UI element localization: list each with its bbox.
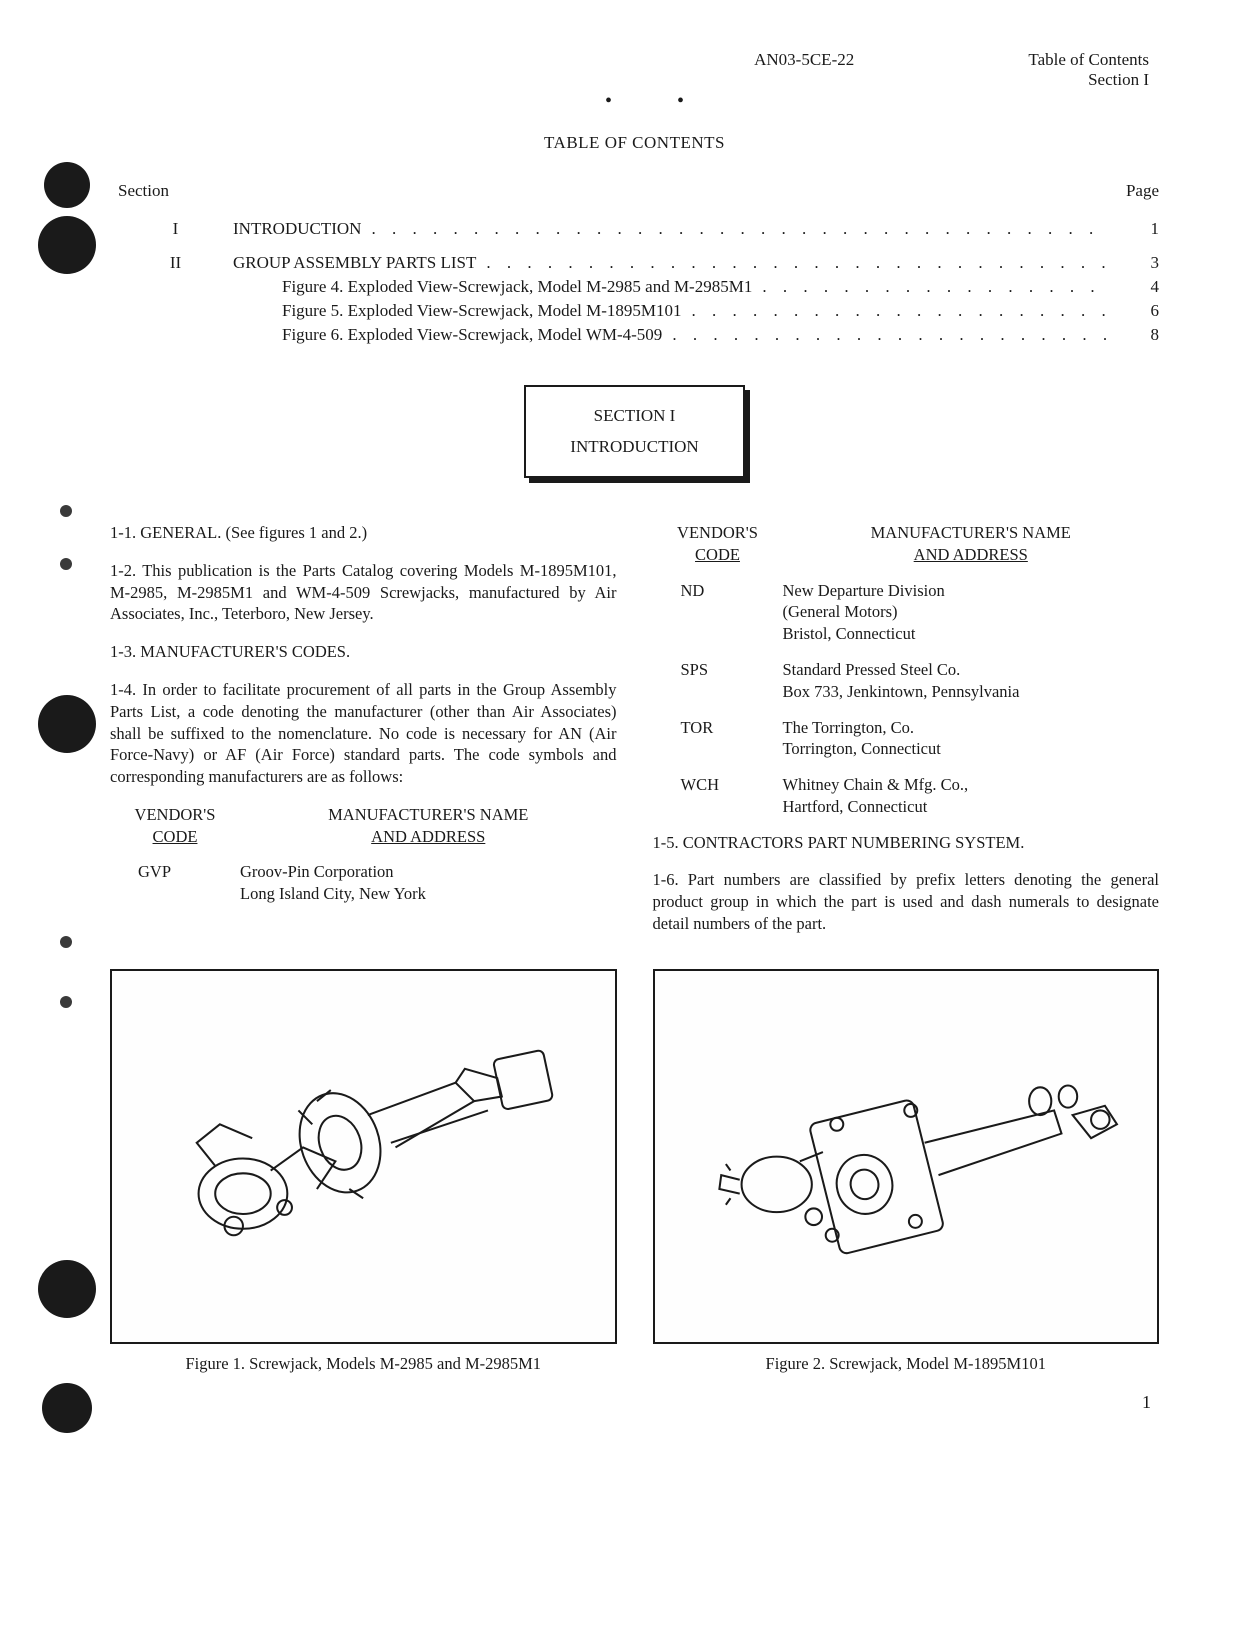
toc-section-label: Section xyxy=(118,181,169,201)
toc-page: 3 xyxy=(1109,253,1159,273)
vendor-code: GVP xyxy=(110,861,240,905)
toc-page: 4 xyxy=(1109,277,1159,297)
figure-2: Figure 2. Screwjack, Model M-1895M101 xyxy=(653,969,1160,1374)
punch-tiny xyxy=(60,505,72,517)
vendor-code-header: VENDOR'SCODE xyxy=(110,804,240,848)
toc-text: GROUP ASSEMBLY PARTS LIST xyxy=(233,253,476,273)
toc-dots: . . . . . . . . . . . . . . . . . . . . … xyxy=(476,253,1109,273)
vendor-rows-right: NDNew Departure Division(General Motors)… xyxy=(653,580,1160,818)
toc-text: INTRODUCTION xyxy=(233,219,361,239)
vendor-rows-left: GVPGroov-Pin CorporationLong Island City… xyxy=(110,861,617,905)
toc-page: 6 xyxy=(1109,301,1159,321)
figure-1-frame xyxy=(110,969,617,1344)
toc-dots: . . . . . . . . . . . . . . . . . . . . … xyxy=(361,219,1109,239)
vendor-code: ND xyxy=(653,580,783,645)
toc-section: I xyxy=(118,219,233,239)
para-1-4: 1-4. In order to facilitate procurement … xyxy=(110,679,617,788)
toc-page: 1 xyxy=(1109,219,1159,239)
vendor-code: TOR xyxy=(653,717,783,761)
para-1-5: 1-5. CONTRACTORS PART NUMBERING SYSTEM. xyxy=(653,832,1160,854)
para-1-3: 1-3. MANUFACTURER'S CODES. xyxy=(110,641,617,663)
vendor-header-left: VENDOR'SCODE MANUFACTURER'S NAMEAND ADDR… xyxy=(110,804,617,848)
header-right-1: Table of Contents xyxy=(1028,50,1149,70)
punch-tiny xyxy=(60,996,72,1008)
vendor-row: GVPGroov-Pin CorporationLong Island City… xyxy=(110,861,617,905)
vendor-name: Whitney Chain & Mfg. Co.,Hartford, Conne… xyxy=(783,774,1160,818)
toc-line: IIGROUP ASSEMBLY PARTS LIST . . . . . . … xyxy=(110,253,1159,273)
screwjack-drawing-1 xyxy=(132,986,594,1327)
toc-dots: . . . . . . . . . . . . . . . . . . . . … xyxy=(752,277,1109,297)
figure-2-frame xyxy=(653,969,1160,1344)
section-box-wrapper: SECTION I INTRODUCTION xyxy=(110,385,1159,478)
page-header: AN03-5CE-22 Table of Contents Section I xyxy=(110,50,1159,90)
section-box-line1: SECTION I xyxy=(570,401,698,432)
vendor-code: WCH xyxy=(653,774,783,818)
vendor-name: Standard Pressed Steel Co.Box 733, Jenki… xyxy=(783,659,1160,703)
punch-hole xyxy=(42,1383,92,1433)
punch-hole xyxy=(38,216,96,274)
punch-hole xyxy=(38,695,96,753)
toc-lines: IINTRODUCTION . . . . . . . . . . . . . … xyxy=(110,219,1159,345)
toc-line: IINTRODUCTION . . . . . . . . . . . . . … xyxy=(110,219,1159,239)
toc-header-row: Section Page xyxy=(110,181,1159,201)
toc-title: TABLE OF CONTENTS xyxy=(110,133,1159,153)
toc-dots: . . . . . . . . . . . . . . . . . . . . … xyxy=(662,325,1109,345)
section-box: SECTION I INTRODUCTION xyxy=(524,385,744,478)
toc-text: Figure 6. Exploded View-Screwjack, Model… xyxy=(118,325,662,345)
vendor-code: SPS xyxy=(653,659,783,703)
header-right-2: Section I xyxy=(1028,70,1149,90)
punch-hole xyxy=(44,162,90,208)
vendor-name: New Departure Division(General Motors)Br… xyxy=(783,580,1160,645)
toc-dots: . . . . . . . . . . . . . . . . . . . . … xyxy=(682,301,1109,321)
vendor-name: The Torrington, Co.Torrington, Connectic… xyxy=(783,717,1160,761)
toc-line: Figure 4. Exploded View-Screwjack, Model… xyxy=(110,277,1159,297)
punch-hole xyxy=(38,1260,96,1318)
vendor-name-header: MANUFACTURER'S NAMEAND ADDRESS xyxy=(783,522,1160,566)
vendor-name: Groov-Pin CorporationLong Island City, N… xyxy=(240,861,617,905)
para-1-6: 1-6. Part numbers are classified by pref… xyxy=(653,869,1160,934)
section-box-line2: INTRODUCTION xyxy=(570,432,698,463)
figures-row: Figure 1. Screwjack, Models M-2985 and M… xyxy=(110,969,1159,1374)
punch-tiny xyxy=(60,936,72,948)
toc-page-label: Page xyxy=(1126,181,1159,201)
toc-page: 8 xyxy=(1109,325,1159,345)
vendor-row: NDNew Departure Division(General Motors)… xyxy=(653,580,1160,645)
figure-1-caption: Figure 1. Screwjack, Models M-2985 and M… xyxy=(110,1354,617,1374)
vendor-header-right: VENDOR'SCODE MANUFACTURER'S NAMEAND ADDR… xyxy=(653,522,1160,566)
punch-tiny xyxy=(60,558,72,570)
right-column: VENDOR'SCODE MANUFACTURER'S NAMEAND ADDR… xyxy=(653,522,1160,950)
vendor-name-header: MANUFACTURER'S NAMEAND ADDRESS xyxy=(240,804,617,848)
decorative-dots: • • xyxy=(110,90,1159,113)
figure-2-caption: Figure 2. Screwjack, Model M-1895M101 xyxy=(653,1354,1160,1374)
vendor-code-header: VENDOR'SCODE xyxy=(653,522,783,566)
para-1-1: 1-1. GENERAL. (See figures 1 and 2.) xyxy=(110,522,617,544)
toc-line: Figure 6. Exploded View-Screwjack, Model… xyxy=(110,325,1159,345)
doc-id: AN03-5CE-22 xyxy=(320,50,1028,90)
body-columns: 1-1. GENERAL. (See figures 1 and 2.) 1-2… xyxy=(110,522,1159,950)
toc-text: Figure 4. Exploded View-Screwjack, Model… xyxy=(118,277,752,297)
para-1-2: 1-2. This publication is the Parts Catal… xyxy=(110,560,617,625)
vendor-row: SPSStandard Pressed Steel Co.Box 733, Je… xyxy=(653,659,1160,703)
vendor-row: WCHWhitney Chain & Mfg. Co.,Hartford, Co… xyxy=(653,774,1160,818)
figure-1: Figure 1. Screwjack, Models M-2985 and M… xyxy=(110,969,617,1374)
toc-line: Figure 5. Exploded View-Screwjack, Model… xyxy=(110,301,1159,321)
page-number: 1 xyxy=(110,1392,1159,1413)
toc-text: Figure 5. Exploded View-Screwjack, Model… xyxy=(118,301,682,321)
left-column: 1-1. GENERAL. (See figures 1 and 2.) 1-2… xyxy=(110,522,617,950)
toc-section: II xyxy=(118,253,233,273)
vendor-row: TORThe Torrington, Co.Torrington, Connec… xyxy=(653,717,1160,761)
screwjack-drawing-2 xyxy=(675,986,1137,1327)
